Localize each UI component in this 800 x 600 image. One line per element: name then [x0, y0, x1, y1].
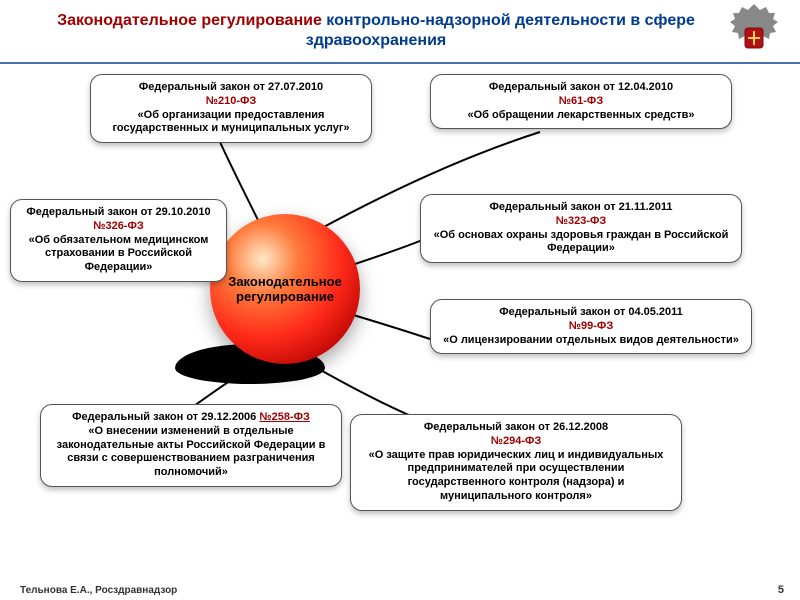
law-number: №294-ФЗ	[361, 435, 671, 449]
diagram-canvas: Законодательное регулирование Федеральны…	[0, 64, 800, 580]
title-rest: контрольно-надзорной деятельности в сфер…	[306, 12, 695, 49]
law-title-text: Федеральный закон от 21.11.2011	[431, 201, 731, 215]
law-description: «Об основах охраны здоровья граждан в Ро…	[431, 229, 731, 257]
law-description: «О лицензировании отдельных видов деятел…	[441, 334, 741, 348]
law-description: «Об организации предоставления государст…	[101, 109, 361, 137]
law-card-law99: Федеральный закон от 04.05.2011№99-ФЗ«О …	[430, 299, 752, 354]
page-number: 5	[778, 584, 784, 596]
law-number: №258-ФЗ	[259, 411, 310, 423]
law-card-law326: Федеральный закон от 29.10.2010 №326-ФЗ «…	[10, 199, 227, 282]
law-card-law210: Федеральный закон от 27.07.2010№210-ФЗ«О…	[90, 74, 372, 143]
law-title-text: Федеральный закон от 04.05.2011	[441, 306, 741, 320]
center-label: Законодательное регулирование	[210, 274, 360, 304]
law-description: «О защите прав юридических лиц и индивид…	[361, 449, 671, 504]
center-node: Законодательное регулирование	[210, 214, 360, 364]
law-number: №99-ФЗ	[441, 320, 741, 334]
title-accent: Законодательное регулирование	[57, 12, 322, 29]
law-number: №210-ФЗ	[101, 95, 361, 109]
law-card-law258: Федеральный закон от 29.12.2006 №258-ФЗ «…	[40, 404, 342, 487]
law-card-law323: Федеральный закон от 21.11.2011№323-ФЗ«О…	[420, 194, 742, 263]
law-number: №61-ФЗ	[441, 95, 721, 109]
state-emblem-icon	[722, 2, 786, 60]
law-card-law61: Федеральный закон от 12.04.2010№61-ФЗ«Об…	[430, 74, 732, 129]
law-title-text: Федеральный закон от 26.12.2008	[361, 421, 671, 435]
footer-author: Тельнова Е.А., Росздравнадзор	[20, 585, 177, 596]
law-title-text: Федеральный закон от 29.12.2006	[72, 411, 259, 423]
law-description: «Об обращении лекарственных средств»	[441, 109, 721, 123]
law-title-text: Федеральный закон от 29.10.2010	[26, 206, 210, 218]
law-title-text: Федеральный закон от 12.04.2010	[441, 81, 721, 95]
law-title-text: Федеральный закон от 27.07.2010	[101, 81, 361, 95]
connector	[350, 314, 430, 339]
connector	[355, 239, 425, 264]
law-description: «Об обязательном медицинском страховании…	[21, 234, 216, 275]
law-number: №326-ФЗ	[93, 220, 144, 232]
page-title: Законодательное регулирование контрольно…	[30, 11, 722, 51]
law-number: №323-ФЗ	[431, 215, 731, 229]
law-description: «О внесении изменений в отдельные законо…	[51, 425, 331, 480]
header: Законодательное регулирование контрольно…	[0, 0, 800, 64]
law-card-law294: Федеральный закон от 26.12.2008№294-ФЗ«О…	[350, 414, 682, 511]
